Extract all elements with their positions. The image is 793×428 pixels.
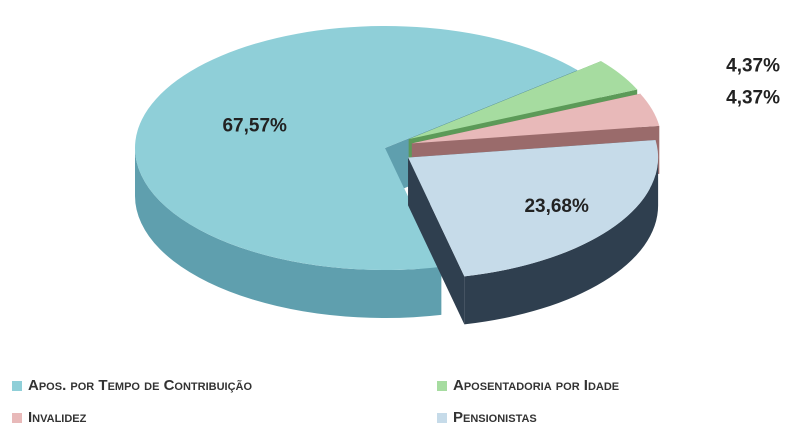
slice-face [408, 157, 465, 325]
slice [411, 93, 660, 144]
data-label: 67,57% [222, 116, 287, 137]
data-label: 23,68% [524, 196, 589, 217]
legend-label: Pensionistas [453, 409, 537, 426]
slice [408, 61, 638, 140]
legend-label: Aposentadoria por Idade [453, 377, 619, 394]
legend-label: Apos. por Tempo de Contribuição [28, 377, 252, 394]
legend-swatch [12, 381, 22, 391]
legend-swatch [437, 413, 447, 423]
slice [134, 25, 578, 270]
slice [408, 139, 659, 277]
data-label: 4,37% [726, 87, 780, 108]
legend-label: Invalidez [28, 409, 87, 426]
slice-side [135, 148, 442, 318]
legend-swatch [12, 413, 22, 423]
slice-side [464, 157, 659, 325]
data-label: 4,37% [726, 55, 780, 76]
slice-group [408, 139, 659, 325]
legend-swatch [437, 381, 447, 391]
